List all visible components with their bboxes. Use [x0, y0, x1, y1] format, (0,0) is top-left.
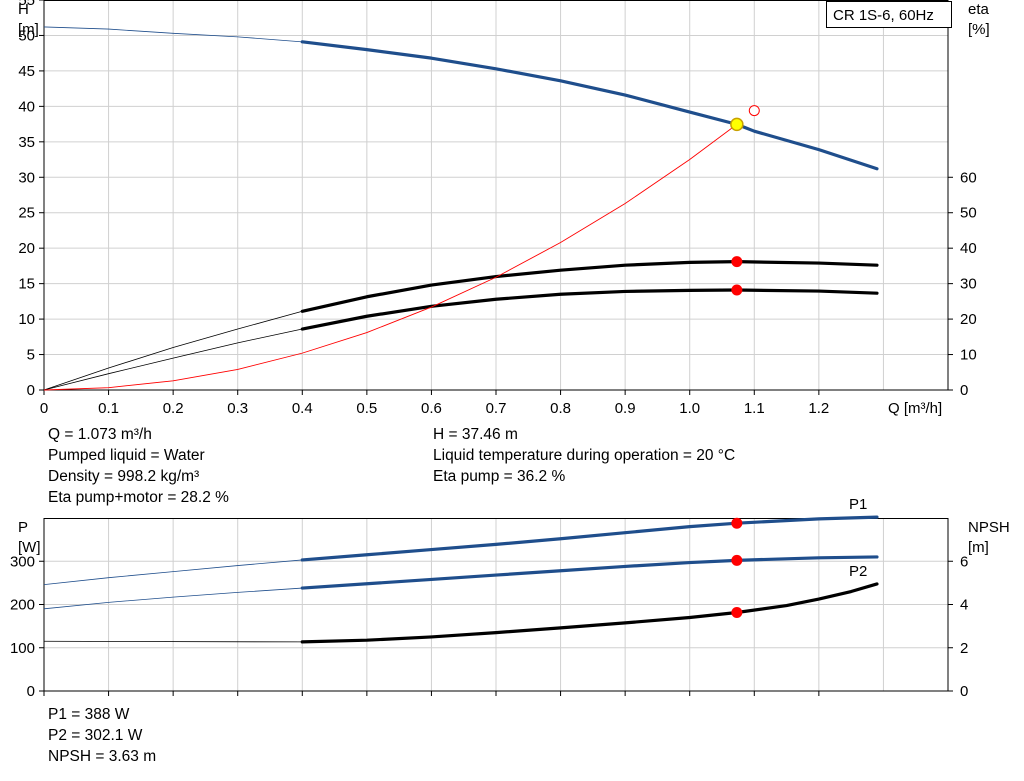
top-x-tick-label: 0.3 [227, 400, 248, 417]
bottom-right-axis-label: [m] [968, 539, 989, 556]
legend-text: CR 1S-6, 60Hz [833, 7, 934, 24]
top-left-tick-label: 10 [18, 311, 35, 328]
info-eta-pump-motor: Eta pump+motor = 28.2 % [48, 489, 229, 506]
top-left-tick-label: 50 [18, 27, 35, 44]
top-left-tick-label: 20 [18, 240, 35, 257]
top-operating-marker [731, 256, 743, 268]
top-x-tick-label: 0.7 [486, 400, 507, 417]
bottom-left-tick-label: 200 [10, 597, 35, 614]
top-x-axis-label: Q [m³/h] [888, 400, 942, 417]
top-x-tick-label: 0.1 [98, 400, 119, 417]
top-series-eta-pump-motor-thick [300, 288, 879, 331]
top-series-head-thick [300, 40, 879, 171]
top-x-tick-label: 0.6 [421, 400, 442, 417]
bottom-right-tick-label: 2 [960, 640, 968, 657]
top-x-tick-label: 1.1 [744, 400, 765, 417]
legend-box [826, 1, 952, 28]
top-right-axis-label: [%] [968, 21, 990, 38]
info-density: Density = 998.2 kg/m³ [48, 468, 200, 485]
top-left-tick-label: 45 [18, 63, 35, 80]
info-npsh: NPSH = 3.63 m [48, 748, 157, 765]
bottom-right-axis-label: NPSH [968, 519, 1010, 536]
top-left-tick-label: 55 [18, 0, 35, 9]
bottom-right-tick-label: 4 [960, 597, 968, 614]
top-series-eta-pump-thick [300, 260, 879, 313]
top-x-tick-label: 0.2 [163, 400, 184, 417]
top-left-axis-label: H [18, 1, 29, 18]
bottom-left-tick-label: 300 [10, 553, 35, 570]
bottom-series-label-p1: P1 [849, 496, 867, 513]
info-eta-pump: Eta pump = 36.2 % [433, 468, 566, 485]
top-duty-point [730, 117, 744, 132]
bottom-info: P1 = 388 W P2 = 302.1 W NPSH = 3.63 m [48, 704, 156, 767]
top-x-tick-label: 0.4 [292, 400, 313, 417]
top-series-eta-pump-thin [43, 310, 303, 391]
bottom-series-npsh-thick [300, 582, 879, 644]
info-liquid-temperature: Liquid temperature during operation = 20… [433, 447, 736, 464]
top-right-tick-label: 40 [960, 240, 977, 257]
top-left-tick-label: 25 [18, 205, 35, 222]
bottom-left-axis-label: [W] [18, 539, 41, 556]
top-left-tick-label: 40 [18, 98, 35, 115]
info-p1: P1 = 388 W [48, 706, 130, 723]
bottom-right-tick-label: 6 [960, 553, 968, 570]
info-p2: P2 = 302.1 W [48, 727, 143, 744]
bottom-series-npsh-thin [43, 640, 303, 643]
bottom-left-tick-label: 100 [10, 640, 35, 657]
top-x-tick-label: 0.9 [615, 400, 636, 417]
bottom-operating-marker [731, 554, 743, 566]
top-left-axis-label: [m] [18, 21, 39, 38]
top-right-tick-label: 10 [960, 347, 977, 364]
bottom-right-tick-label: 0 [960, 683, 968, 700]
bottom-series-p1-thin [43, 559, 303, 586]
top-right-axis-label: eta [968, 1, 990, 18]
top-left-tick-label: 30 [18, 169, 35, 186]
top-hollow-marker [748, 105, 760, 117]
top-x-tick-label: 0 [40, 400, 48, 417]
top-x-tick-label: 1.0 [679, 400, 700, 417]
bottom-left-tick-label: 0 [27, 683, 35, 700]
top-right-tick-label: 30 [960, 276, 977, 293]
top-x-tick-label: 0.5 [356, 400, 377, 417]
bottom-operating-marker [731, 607, 743, 619]
top-info-right: H = 37.46 m Liquid temperature during op… [433, 424, 735, 487]
bottom-series-p2-thin [43, 587, 303, 610]
bottom-operating-marker [731, 517, 743, 529]
top-left-tick-label: 0 [27, 382, 35, 399]
bottom-series-p1-thick [300, 515, 879, 562]
info-pumped-liquid: Pumped liquid = Water [48, 447, 205, 464]
top-series-system-curve [43, 124, 738, 391]
top-right-tick-label: 20 [960, 311, 977, 328]
bottom-left-axis-label: P [18, 519, 28, 536]
top-left-tick-label: 15 [18, 276, 35, 293]
bottom-series-p2-thick [300, 555, 879, 590]
top-x-tick-label: 1.2 [808, 400, 829, 417]
top-left-tick-label: 35 [18, 134, 35, 151]
top-right-tick-label: 60 [960, 169, 977, 186]
bottom-series-label-p2: P2 [849, 563, 867, 580]
top-operating-marker [731, 284, 743, 296]
top-x-tick-label: 0.8 [550, 400, 571, 417]
top-series-eta-pump-motor-thin [43, 328, 303, 391]
top-right-tick-label: 0 [960, 382, 968, 399]
top-left-tick-label: 5 [27, 347, 35, 364]
info-head: H = 37.46 m [433, 426, 518, 443]
top-info-left: Q = 1.073 m³/h Pumped liquid = Water Den… [48, 424, 229, 508]
top-series-head-thin [43, 26, 303, 43]
top-right-tick-label: 50 [960, 205, 977, 222]
info-flow: Q = 1.073 m³/h [48, 426, 152, 443]
